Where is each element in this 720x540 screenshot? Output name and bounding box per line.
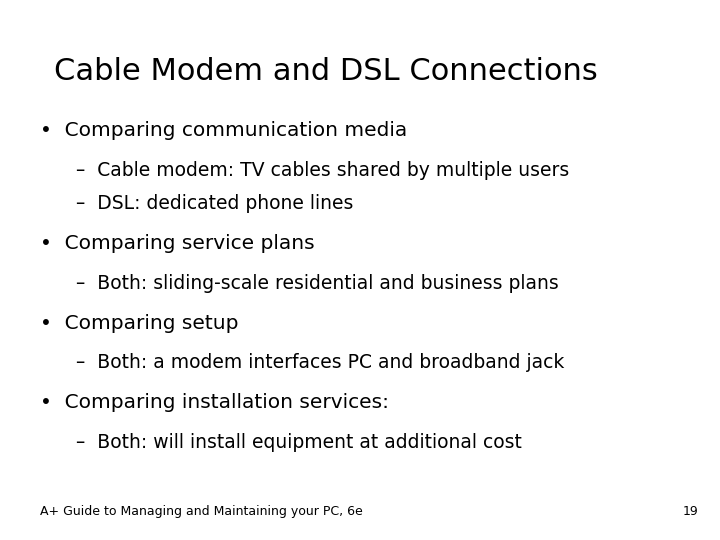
Text: –  Both: will install equipment at additional cost: – Both: will install equipment at additi… — [76, 433, 521, 451]
Text: –  DSL: dedicated phone lines: – DSL: dedicated phone lines — [76, 194, 353, 213]
Text: –  Cable modem: TV cables shared by multiple users: – Cable modem: TV cables shared by multi… — [76, 161, 569, 180]
Text: –  Both: sliding-scale residential and business plans: – Both: sliding-scale residential and bu… — [76, 274, 558, 293]
Text: 19: 19 — [683, 505, 698, 518]
Text: Cable Modem and DSL Connections: Cable Modem and DSL Connections — [54, 57, 598, 86]
Text: •  Comparing service plans: • Comparing service plans — [40, 234, 314, 253]
Text: •  Comparing installation services:: • Comparing installation services: — [40, 393, 389, 412]
Text: –  Both: a modem interfaces PC and broadband jack: – Both: a modem interfaces PC and broadb… — [76, 353, 564, 372]
Text: A+ Guide to Managing and Maintaining your PC, 6e: A+ Guide to Managing and Maintaining you… — [40, 505, 362, 518]
Text: •  Comparing communication media: • Comparing communication media — [40, 122, 407, 140]
Text: •  Comparing setup: • Comparing setup — [40, 314, 238, 333]
